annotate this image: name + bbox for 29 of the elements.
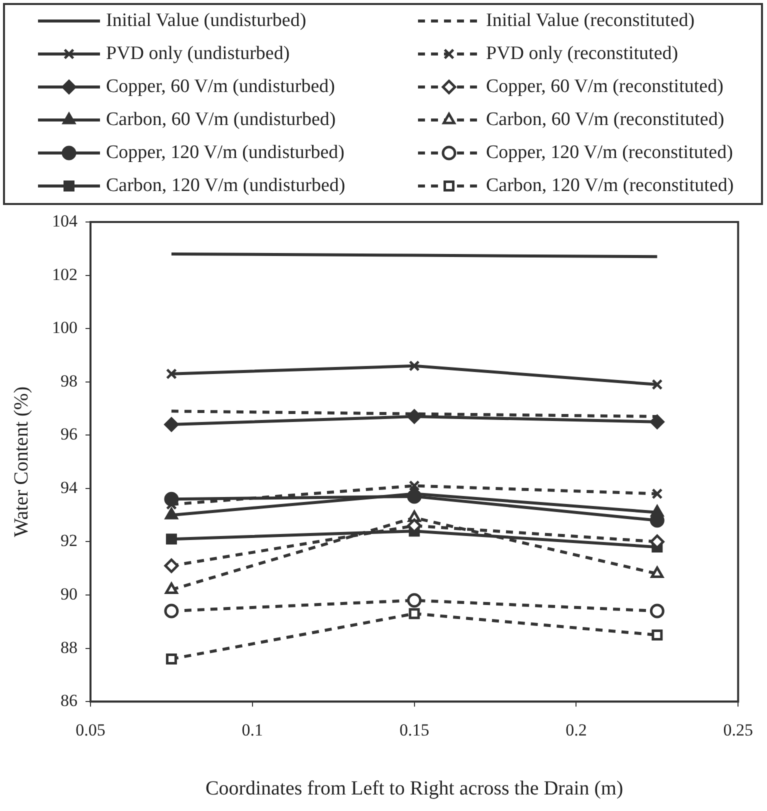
legend-label: Carbon, 120 V/m (undisturbed) [106,174,346,196]
y-tick-label: 96 [60,424,78,444]
x-axis-title: Coordinates from Left to Right across the Drain (m) [205,777,624,800]
x-tick-label: 0.2 [566,720,587,740]
legend-label: PVD only (undisturbed) [106,42,290,64]
legend-label: Copper, 120 V/m (undisturbed) [106,142,344,163]
x-tick-label: 0.05 [76,720,106,740]
x-tick-label: 0.1 [242,720,264,740]
legend-label: Carbon, 120 V/m (reconstituted) [486,174,734,196]
y-tick-label: 98 [60,371,78,390]
legend-label: Initial Value (undisturbed) [106,10,306,31]
legend-label: Carbon, 60 V/m (undisturbed) [106,108,336,130]
x-tick-label: 0.25 [723,720,753,740]
legend-label: Carbon, 60 V/m (reconstituted) [486,108,724,130]
y-tick-label: 88 [60,638,78,657]
y-axis-title: Water Content (%) [10,386,32,538]
x-tick-label: 0.15 [399,720,430,740]
y-tick-label: 86 [60,691,78,710]
y-tick-label: 94 [60,478,78,497]
y-tick-label: 92 [60,531,78,550]
legend-label: Copper, 60 V/m (reconstituted) [486,76,724,97]
legend-label: PVD only (reconstituted) [486,42,678,64]
y-tick-label: 90 [60,584,78,604]
y-tick-label: 102 [52,264,78,284]
legend-label: Copper, 60 V/m (undisturbed) [106,76,335,97]
legend-label: Copper, 120 V/m (reconstituted) [486,142,733,163]
legend-label: Initial Value (reconstituted) [486,10,695,31]
y-tick-label: 100 [52,318,78,338]
y-tick-label: 104 [52,211,78,230]
